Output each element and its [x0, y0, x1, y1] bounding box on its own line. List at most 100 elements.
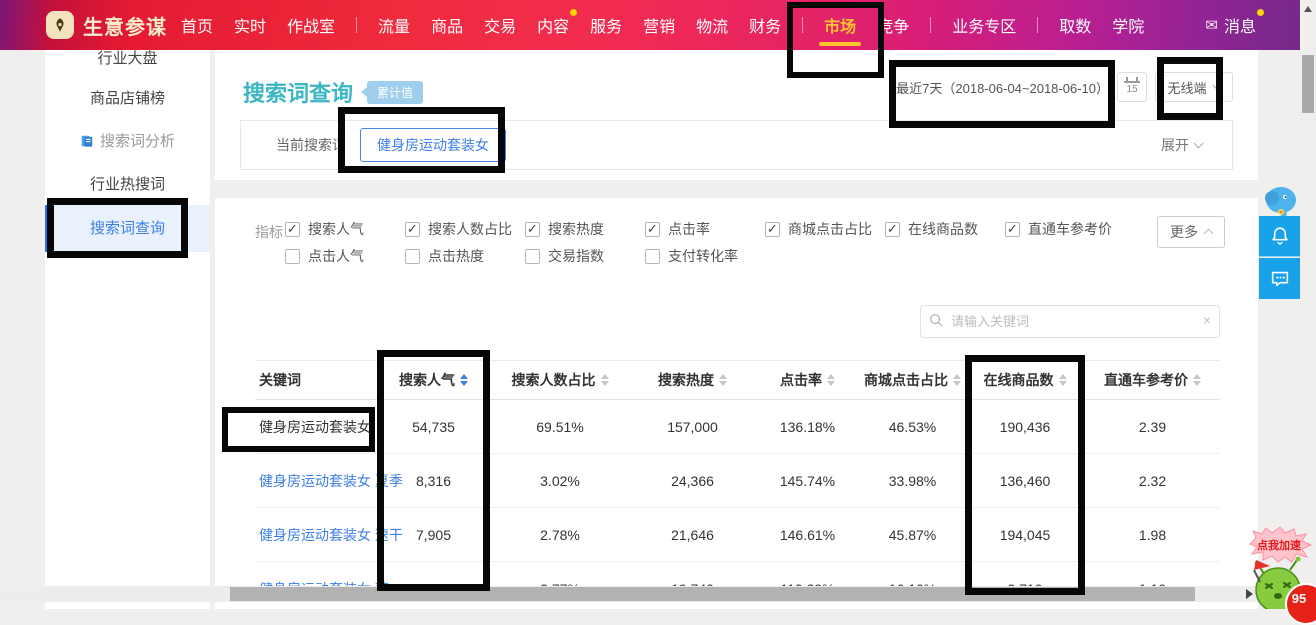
metric-checkbox[interactable]: 支付转化率 — [645, 246, 765, 266]
current-keyword-box: 当前搜索词 健身房运动套装女 展开 — [240, 120, 1233, 170]
metric-label: 点击人气 — [308, 248, 364, 264]
accelerate-bubble[interactable]: 点我加速 — [1246, 526, 1314, 569]
terminal-select[interactable]: 无线端 — [1155, 72, 1233, 102]
nav-divider — [1037, 17, 1039, 33]
checkbox-icon — [525, 248, 540, 264]
metric-label: 点击率 — [668, 221, 710, 237]
scroll-right-arrow-icon[interactable] — [1246, 589, 1253, 599]
column-header: 关键词 — [255, 370, 377, 390]
sidebar-item[interactable]: 行业热搜词 — [45, 163, 210, 206]
nav-item[interactable]: 首页 — [181, 19, 214, 36]
keyword-link[interactable]: 健身房运动套装女 速干 — [259, 526, 403, 543]
metric-checkbox[interactable]: 点击热度 — [405, 246, 525, 266]
metric-checkbox[interactable]: 搜索热度 — [525, 219, 645, 239]
calendar-top — [1124, 76, 1140, 83]
score-badge: 95 — [1285, 583, 1316, 625]
vertical-scrollbar-thumb[interactable] — [1302, 55, 1314, 113]
metric-checkbox[interactable]: 商城点击占比 — [765, 219, 885, 239]
metric-checkbox[interactable]: 交易指数 — [525, 246, 645, 266]
sidebar-item[interactable]: 行业大盘 — [45, 50, 210, 80]
metric-label: 交易指数 — [548, 248, 604, 264]
nav-item[interactable]: 交易 — [484, 19, 517, 36]
checkbox-icon — [405, 221, 420, 237]
cumulative-badge: 累计值 — [360, 81, 424, 104]
nav-item[interactable]: 市场 — [819, 13, 862, 46]
nav-item[interactable]: 流量 — [378, 19, 411, 36]
feedback-button[interactable] — [1259, 258, 1300, 299]
more-button[interactable]: 更多 — [1157, 216, 1225, 248]
clear-icon[interactable]: × — [1202, 312, 1211, 328]
sort-arrows-icon[interactable] — [460, 374, 468, 386]
metric-checkbox[interactable]: 搜索人气 — [285, 219, 405, 239]
metric-checkbox[interactable]: 搜索人数占比 — [405, 219, 525, 239]
nav-item[interactable]: 物流 — [696, 19, 729, 36]
sort-arrows-icon[interactable] — [827, 374, 835, 386]
scroll-up-arrow-icon[interactable] — [1304, 6, 1312, 12]
nav-item[interactable]: 服务 — [590, 19, 623, 36]
metric-checkbox[interactable]: 在线商品数 — [885, 219, 1005, 239]
brand-logo[interactable]: 生意参谋 — [46, 11, 167, 40]
column-header[interactable]: 点击率 — [755, 370, 860, 390]
keyword-search-input[interactable] — [920, 305, 1220, 338]
value-cell: 146.61% — [779, 526, 836, 543]
nav-items: 首页 实时 作战室 流量 商品 交易 内容 服务 营销 物流 财务 市场 竞争 业务专区 取数 学院 — [181, 9, 1145, 46]
sort-arrows-icon[interactable] — [1058, 374, 1067, 386]
chat-icon — [1271, 271, 1288, 286]
column-header[interactable]: 搜索人数占比 — [490, 370, 630, 390]
date-range-selector[interactable]: 最近7天（2018-06-04~2018-06-10） — [896, 80, 1109, 96]
horizontal-scrollbar-thumb[interactable] — [230, 587, 1195, 601]
value-cell: 8,316 — [415, 472, 452, 489]
accelerate-label: 点我加速 — [1257, 540, 1301, 552]
current-keyword-tag[interactable]: 健身房运动套装女 — [360, 128, 506, 162]
metric-checkbox[interactable]: 点击率 — [645, 219, 765, 239]
sidebar-item[interactable]: 搜索词查询 — [45, 205, 210, 252]
keyword-link[interactable]: 健身房运动套装女 夏季 — [259, 472, 403, 489]
column-header[interactable]: 搜索人气 — [377, 370, 490, 390]
pen-nib-icon — [46, 11, 74, 39]
value-cell: 3.02% — [540, 472, 580, 489]
nav-item[interactable]: 业务专区 — [952, 19, 1017, 36]
brand-name: 生意参谋 — [83, 16, 167, 39]
value-cell: 69.51% — [536, 418, 584, 435]
sidebar-item[interactable]: 商品店铺榜 — [45, 77, 210, 120]
checkbox-icon — [645, 221, 660, 237]
nav-divider — [802, 17, 804, 33]
sort-arrows-icon[interactable] — [1193, 374, 1201, 386]
table-header-row: 关键词 搜索人气 搜索人数占比 搜索热度 点击率 商城点击占比 在线商品数 直通车参考价 — [255, 360, 1220, 400]
sort-arrows-icon[interactable] — [600, 374, 609, 386]
sort-arrows-icon[interactable] — [953, 374, 961, 386]
top-nav: 生意参谋 首页 实时 作战室 流量 商品 交易 内容 服务 营销 物流 财务 市场 竞争 业务专区 取数 学院… — [0, 0, 1316, 50]
nav-item-messages[interactable]: ✉ 消息 — [1205, 9, 1264, 37]
checkbox-icon — [645, 248, 660, 264]
nav-item[interactable]: 作战室 — [287, 19, 336, 36]
calendar-icon[interactable]: 15 — [1117, 72, 1147, 102]
sidebar-item[interactable]: 搜索词分析 — [45, 120, 210, 163]
sort-arrows-icon[interactable] — [719, 374, 727, 386]
nav-item[interactable]: 竞争 — [877, 19, 910, 36]
sidebar-item-label: 行业热搜词 — [89, 176, 165, 193]
envelope-icon: ✉ — [1205, 17, 1218, 34]
column-header-label: 点击率 — [780, 372, 822, 388]
column-header[interactable]: 直通车参考价 — [1085, 370, 1220, 390]
current-keyword-label: 当前搜索词 — [276, 137, 346, 153]
nav-item[interactable]: 财务 — [749, 19, 782, 36]
metric-checkbox[interactable]: 点击人气 — [285, 246, 405, 266]
notifications-button[interactable] — [1259, 216, 1300, 257]
column-header[interactable]: 商城点击占比 — [860, 370, 965, 390]
nav-item[interactable]: 取数 — [1059, 19, 1092, 36]
metric-checkbox[interactable]: 直通车参考价 — [1005, 219, 1125, 239]
nav-item[interactable]: 实时 — [234, 19, 267, 36]
column-header[interactable]: 搜索热度 — [630, 370, 755, 390]
value-cell: 45.87% — [888, 526, 937, 543]
nav-item[interactable]: 商品 — [431, 19, 464, 36]
column-header[interactable]: 在线商品数 — [965, 370, 1085, 390]
nav-item[interactable]: 学院 — [1112, 19, 1145, 36]
expand-toggle[interactable]: 展开 — [1161, 135, 1204, 155]
value-cell: 2.39 — [1138, 418, 1167, 435]
expand-label: 展开 — [1161, 137, 1189, 153]
nav-item[interactable]: 营销 — [643, 19, 676, 36]
search-icon — [929, 313, 943, 327]
nav-item[interactable]: 内容 — [537, 9, 578, 37]
metric-label: 支付转化率 — [668, 248, 738, 264]
